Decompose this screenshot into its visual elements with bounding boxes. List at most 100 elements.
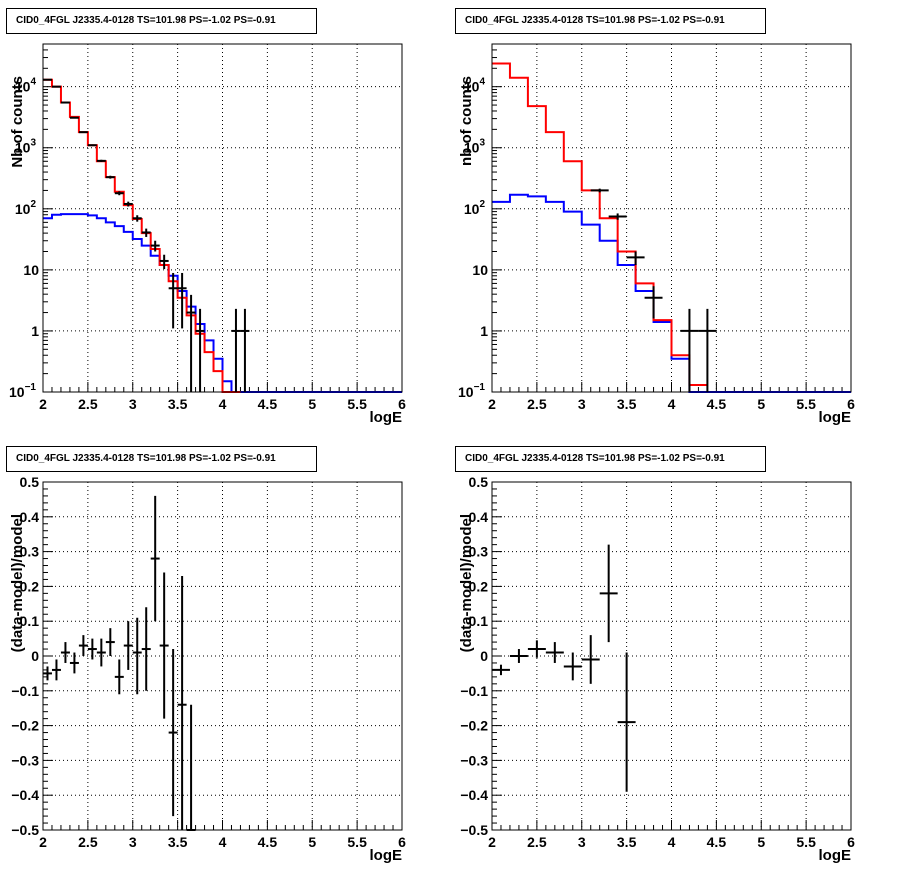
axis-ticks xyxy=(491,481,852,831)
data-point xyxy=(581,635,600,684)
y-tick-labels: −0.5 −0.4 −0.3 −0.2 −0.1 0 0.1 0.2 0.3 0.4 0.5 xyxy=(460,474,488,838)
y-tick-label: −0.1 xyxy=(460,683,488,699)
axis-ticks xyxy=(42,43,403,393)
x-tick-label: 4 xyxy=(668,396,676,412)
residuals-plot-left: 2 2.5 3 3.5 4 4.5 5 5.5 6 −0.5 −0.4 −0.3 −0.2 −0.1 0 0.… xyxy=(0,438,449,875)
residuals-plot-right: 2 2.5 3 3.5 4 4.5 5 5.5 6 −0.5 −0.4 −0.3 −0.2 −0.1 0 0.… xyxy=(449,438,898,875)
x-tick-label: 6 xyxy=(398,396,406,412)
histogram-line xyxy=(492,62,708,387)
data-point xyxy=(60,101,70,104)
x-tick-label: 4.5 xyxy=(258,834,278,850)
residuals-chart-right: 2 2.5 3 3.5 4 4.5 5 5.5 6 −0.5 −0.4 −0.3 −0.2 −0.1 0 0.… xyxy=(458,474,855,864)
data-point xyxy=(141,607,151,691)
data-point xyxy=(563,652,582,681)
y-tick-label: 104 xyxy=(15,77,37,95)
data-point xyxy=(105,175,115,179)
x-tick-label: 4.5 xyxy=(707,834,727,850)
y-tick-label: −0.4 xyxy=(11,787,39,803)
x-tick-label: 5 xyxy=(757,396,765,412)
plot-title: CID0_4FGL J2335.4-0128 TS=101.98 PS=-1.0… xyxy=(455,446,766,472)
y-tick-label: 10 xyxy=(472,262,488,278)
plot-frame xyxy=(42,43,403,393)
plot-frame xyxy=(42,481,403,831)
y-tick-labels: −0.5 −0.4 −0.3 −0.2 −0.1 0 0.1 0.2 0.3 0.4 0.5 xyxy=(11,474,39,838)
x-tick-label: 3.5 xyxy=(168,396,188,412)
y-tick-label: 102 xyxy=(15,199,37,217)
x-tick-label: 5.5 xyxy=(796,396,816,412)
y-tick-label: 102 xyxy=(464,199,486,217)
data-point xyxy=(150,495,160,622)
y-tick-label: 0.4 xyxy=(469,509,489,525)
x-tick-labels: 2 2.5 3 3.5 4 4.5 5 5.5 6 xyxy=(488,834,855,850)
x-tick-label: 4 xyxy=(668,834,676,850)
data-point xyxy=(177,272,187,329)
y-axis-title: (data-model)/model xyxy=(458,514,475,652)
data-series xyxy=(43,495,196,831)
data-point xyxy=(608,213,627,220)
x-tick-label: 3 xyxy=(578,396,586,412)
data-point xyxy=(69,116,79,119)
x-axis-title: logE xyxy=(819,409,852,426)
x-axis-title: logE xyxy=(819,847,852,864)
x-tick-label: 2 xyxy=(488,396,496,412)
x-tick-label: 5 xyxy=(308,834,316,850)
y-axis-title: Nb of counts xyxy=(9,76,26,168)
data-point xyxy=(240,308,250,392)
data-point xyxy=(60,642,70,663)
plot-title: CID0_4FGL J2335.4-0128 TS=101.98 PS=-1.0… xyxy=(6,8,317,34)
x-tick-label: 6 xyxy=(847,396,855,412)
y-tick-label: 0.1 xyxy=(469,613,489,629)
x-tick-label: 3.5 xyxy=(168,834,188,850)
data-point xyxy=(87,144,97,147)
x-tick-label: 2.5 xyxy=(78,834,98,850)
y-tick-label: −0.2 xyxy=(460,718,488,734)
x-tick-label: 4 xyxy=(219,834,227,850)
y-tick-label: 0.2 xyxy=(20,578,40,594)
data-point xyxy=(509,649,528,663)
data-point xyxy=(114,191,124,196)
x-tick-label: 5.5 xyxy=(347,834,367,850)
x-tick-label: 3.5 xyxy=(617,834,637,850)
y-tick-label: 0.2 xyxy=(469,578,489,594)
y-tick-label: 1 xyxy=(31,323,39,339)
histogram-series xyxy=(492,62,708,387)
data-point xyxy=(626,251,645,266)
data-point xyxy=(141,228,151,237)
y-tick-label: 10−1 xyxy=(458,382,485,400)
x-axis-title: logE xyxy=(370,847,403,864)
data-point xyxy=(123,201,133,207)
data-series xyxy=(590,188,717,392)
x-tick-label: 2.5 xyxy=(527,396,547,412)
plot-frame xyxy=(491,43,852,393)
residuals-chart-left: 2 2.5 3 3.5 4 4.5 5 5.5 6 −0.5 −0.4 −0.3 −0.2 −0.1 0 0.… xyxy=(9,474,406,864)
data-point xyxy=(51,659,61,681)
data-point xyxy=(186,704,196,831)
x-tick-label: 5.5 xyxy=(796,834,816,850)
y-tick-label: 10 xyxy=(23,262,39,278)
data-point xyxy=(43,666,52,681)
x-tick-label: 3 xyxy=(129,396,137,412)
y-tick-label: 0.1 xyxy=(20,613,40,629)
counts-chart-right: 2 2.5 3 3.5 4 4.5 5 5.5 6 10−1 1 10 102 103 104 logE nb … xyxy=(458,43,855,426)
x-tick-label: 5.5 xyxy=(347,396,367,412)
data-point xyxy=(599,544,618,643)
y-tick-labels: 10−1 1 10 102 103 104 xyxy=(458,77,488,400)
data-point xyxy=(87,638,97,660)
data-point xyxy=(644,286,663,319)
x-tick-label: 2 xyxy=(39,396,47,412)
x-tick-label: 5 xyxy=(308,396,316,412)
y-tick-label: −0.5 xyxy=(460,822,488,838)
data-point xyxy=(132,617,142,695)
x-tick-label: 5 xyxy=(757,834,765,850)
data-point xyxy=(105,628,115,656)
y-tick-label: 0.5 xyxy=(20,474,40,490)
data-point xyxy=(590,188,609,193)
data-point xyxy=(159,572,169,719)
data-point xyxy=(527,640,546,658)
x-tick-labels: 2 2.5 3 3.5 4 4.5 5 5.5 6 xyxy=(488,396,855,412)
x-tick-label: 4 xyxy=(219,396,227,412)
data-series xyxy=(492,544,636,792)
y-tick-label: −0.3 xyxy=(460,752,488,768)
y-tick-labels: 10−1 1 10 102 103 104 xyxy=(9,77,39,400)
data-point xyxy=(492,664,510,676)
